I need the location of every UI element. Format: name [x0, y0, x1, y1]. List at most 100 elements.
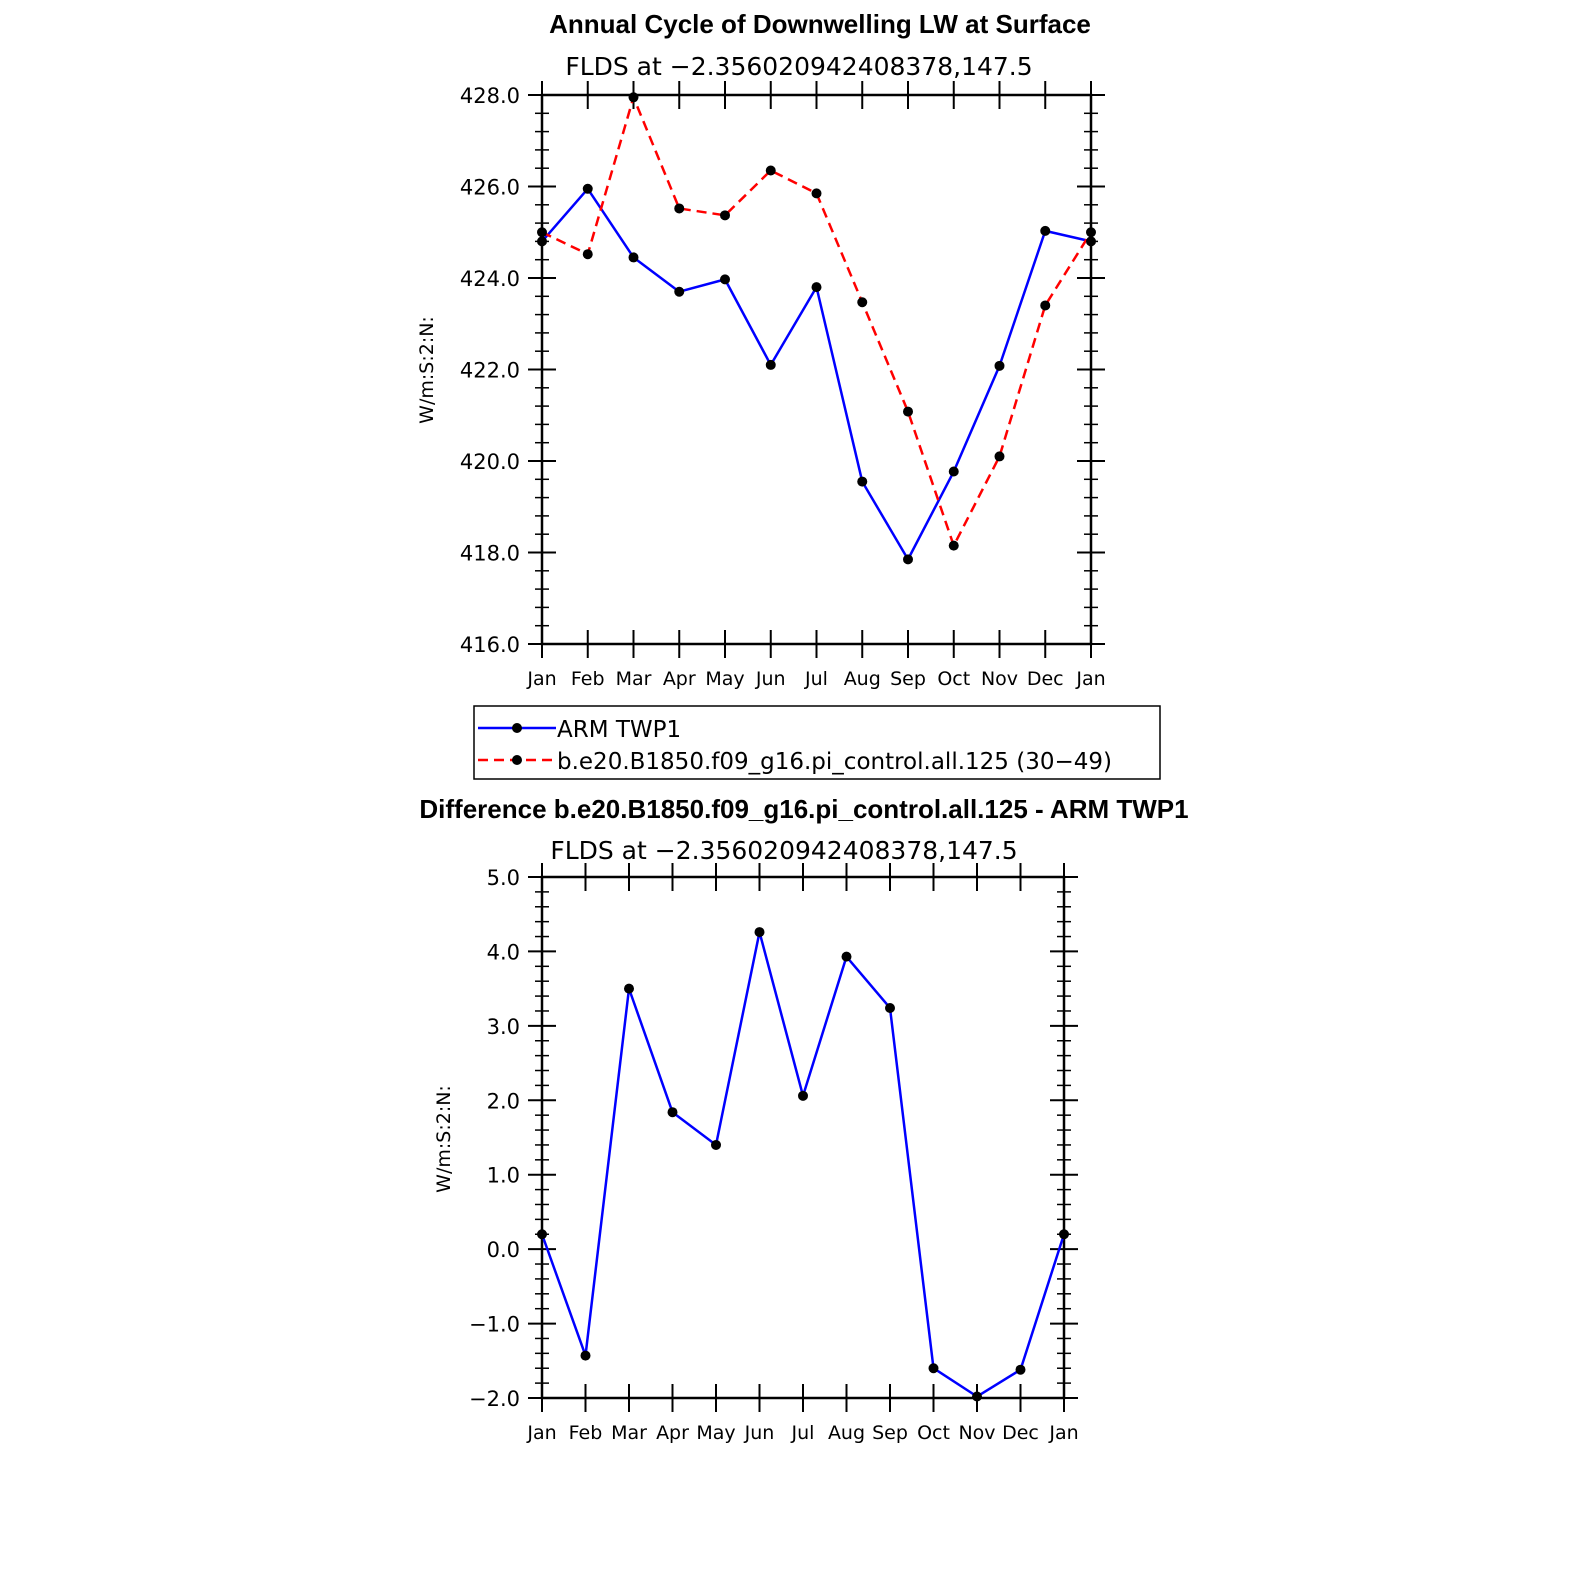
legend: ARM TWP1 b.e20.B1850.f09_g16.pi_control.…: [473, 705, 1161, 780]
bottom-y-tick-label: 4.0: [487, 940, 520, 964]
top-x-tick-label: Mar: [616, 668, 652, 690]
bottom-x-tick-label: Feb: [569, 1422, 603, 1444]
bottom-series-0-point: [754, 927, 765, 938]
top-chart-subtitle: FLDS at −2.356020942408378,147.5: [565, 52, 1032, 81]
top-series-1-point: [582, 249, 593, 260]
top-x-tick-label: Jul: [804, 668, 828, 690]
bottom-chart-subtitle: FLDS at −2.356020942408378,147.5: [550, 836, 1017, 865]
top-x-tick-label: Aug: [844, 668, 881, 690]
bottom-y-tick-label: −1.0: [469, 1313, 520, 1337]
top-series-1-point: [537, 227, 547, 238]
top-x-tick-label: Jan: [526, 668, 556, 690]
top-x-tick-label: Feb: [571, 668, 605, 690]
bottom-y-tick-label: −2.0: [469, 1387, 520, 1411]
bottom-series-0-point: [928, 1363, 939, 1374]
top-series-1-point: [994, 451, 1005, 462]
bottom-series-0-point: [580, 1350, 591, 1361]
top-series-0-point: [582, 183, 593, 194]
bottom-y-tick-label: 3.0: [487, 1015, 520, 1039]
bottom-y-tick-label: 2.0: [487, 1089, 520, 1113]
top-x-tick-label: Dec: [1027, 668, 1064, 690]
top-x-tick-label: Apr: [663, 668, 696, 690]
top-series-0-point: [537, 236, 547, 247]
top-x-tick-label: Oct: [937, 668, 970, 690]
bottom-series-line-0: [540, 930, 1066, 1398]
bottom-series-0-point: [841, 951, 852, 962]
top-series-1-point: [811, 188, 822, 199]
top-series-1-point: [857, 297, 868, 308]
top-y-tick-label: 416.0: [460, 633, 520, 657]
bottom-chart-title: Difference b.e20.B1850.f09_g16.pi_contro…: [419, 794, 1188, 824]
bottom-y-tick-label: 1.0: [487, 1164, 520, 1188]
top-series-1-point: [720, 210, 730, 221]
bottom-series-0-point: [972, 1391, 982, 1402]
top-series-0-point: [674, 286, 685, 297]
top-series-1-point: [628, 92, 639, 103]
top-y-tick-label: 420.0: [460, 450, 520, 474]
top-series-1-point: [1040, 300, 1051, 311]
top-chart-title: Annual Cycle of Downwelling LW at Surfac…: [549, 9, 1091, 39]
top-x-tick-label: Jan: [1075, 668, 1105, 690]
bottom-x-tick-label: May: [696, 1422, 735, 1444]
top-series-0-point: [994, 360, 1005, 371]
legend-box: [473, 705, 1161, 780]
bottom-x-tick-label: Sep: [872, 1422, 908, 1444]
top-series-0-point: [1086, 236, 1096, 247]
top-plot-frame: [540, 93, 1093, 646]
bottom-y-tick-label: 5.0: [487, 866, 520, 890]
bottom-x-tick-label: Aug: [828, 1422, 865, 1444]
top-series-1-point: [903, 406, 913, 417]
top-y-tick-label: 428.0: [460, 84, 520, 108]
bottom-x-tick-label: Apr: [656, 1422, 689, 1444]
legend-label-arm: ARM TWP1: [557, 717, 681, 743]
legend-marker-model: [512, 755, 522, 765]
bottom-series-0-point: [1015, 1364, 1026, 1375]
top-y-tick-label: 426.0: [460, 176, 520, 200]
top-series-0-point: [765, 359, 776, 370]
top-series-0-point: [1040, 225, 1051, 236]
bottom-x-tick-label: Dec: [1002, 1422, 1039, 1444]
top-x-tick-label: Nov: [981, 668, 1018, 690]
bottom-y-axis-label: W/m:S:2:N:: [433, 1085, 455, 1193]
bottom-x-tick-label: Jan: [1048, 1422, 1078, 1444]
bottom-x-tick-label: Jul: [791, 1422, 815, 1444]
legend-marker-arm: [512, 723, 522, 733]
bottom-series-0-point: [537, 1229, 547, 1240]
bottom-x-tick-label: Jun: [744, 1422, 775, 1444]
top-x-tick-label: May: [705, 668, 744, 690]
top-series-1-point: [674, 203, 685, 214]
top-y-tick-label: 418.0: [460, 542, 520, 566]
top-series-1-point: [948, 540, 959, 551]
top-series-0-point: [948, 466, 959, 477]
bottom-series-0-point: [667, 1107, 678, 1118]
top-x-tick-label: Jun: [755, 668, 786, 690]
top-y-tick-label: 424.0: [460, 267, 520, 291]
bottom-series-0-point: [1059, 1229, 1069, 1240]
bottom-series-0-point: [885, 1002, 895, 1013]
bottom-x-tick-label: Nov: [958, 1422, 995, 1444]
bottom-x-tick-label: Oct: [917, 1422, 950, 1444]
top-y-axis-label: W/m:S:2:N:: [416, 316, 438, 424]
bottom-y-tick-label: 0.0: [487, 1238, 520, 1262]
bottom-x-tick-label: Mar: [611, 1422, 647, 1444]
top-series-1-point: [1086, 227, 1096, 238]
legend-label-model: b.e20.B1850.f09_g16.pi_control.all.125 (…: [557, 749, 1112, 775]
bottom-series-0-point: [624, 983, 634, 994]
bottom-series-0-point: [711, 1139, 721, 1150]
top-series-line-0: [541, 187, 1092, 561]
bottom-x-tick-label: Jan: [526, 1422, 556, 1444]
top-series-0-point: [903, 554, 913, 565]
top-series-0-point: [720, 274, 730, 285]
bottom-series-0-point: [798, 1090, 808, 1101]
top-series-line-1: [541, 96, 1093, 547]
top-series-0-point: [811, 282, 822, 293]
top-series-0-point: [628, 252, 639, 263]
top-series-1-point: [765, 165, 776, 176]
top-y-tick-label: 422.0: [460, 359, 520, 383]
top-plot-area: 416.0 418.0 420.0 422.0 424.0 426.0 428.0 Jan Fe…: [460, 81, 1106, 690]
bottom-plot-frame: [540, 875, 1066, 1400]
bottom-plot-area: −2.0 −1.0 0.0 1.0 2.0 3.0 4.0 5.0 Jan Feb Mar Apr Ma…: [469, 863, 1079, 1444]
top-series-0-point: [857, 476, 868, 487]
top-x-tick-label: Sep: [890, 668, 926, 690]
